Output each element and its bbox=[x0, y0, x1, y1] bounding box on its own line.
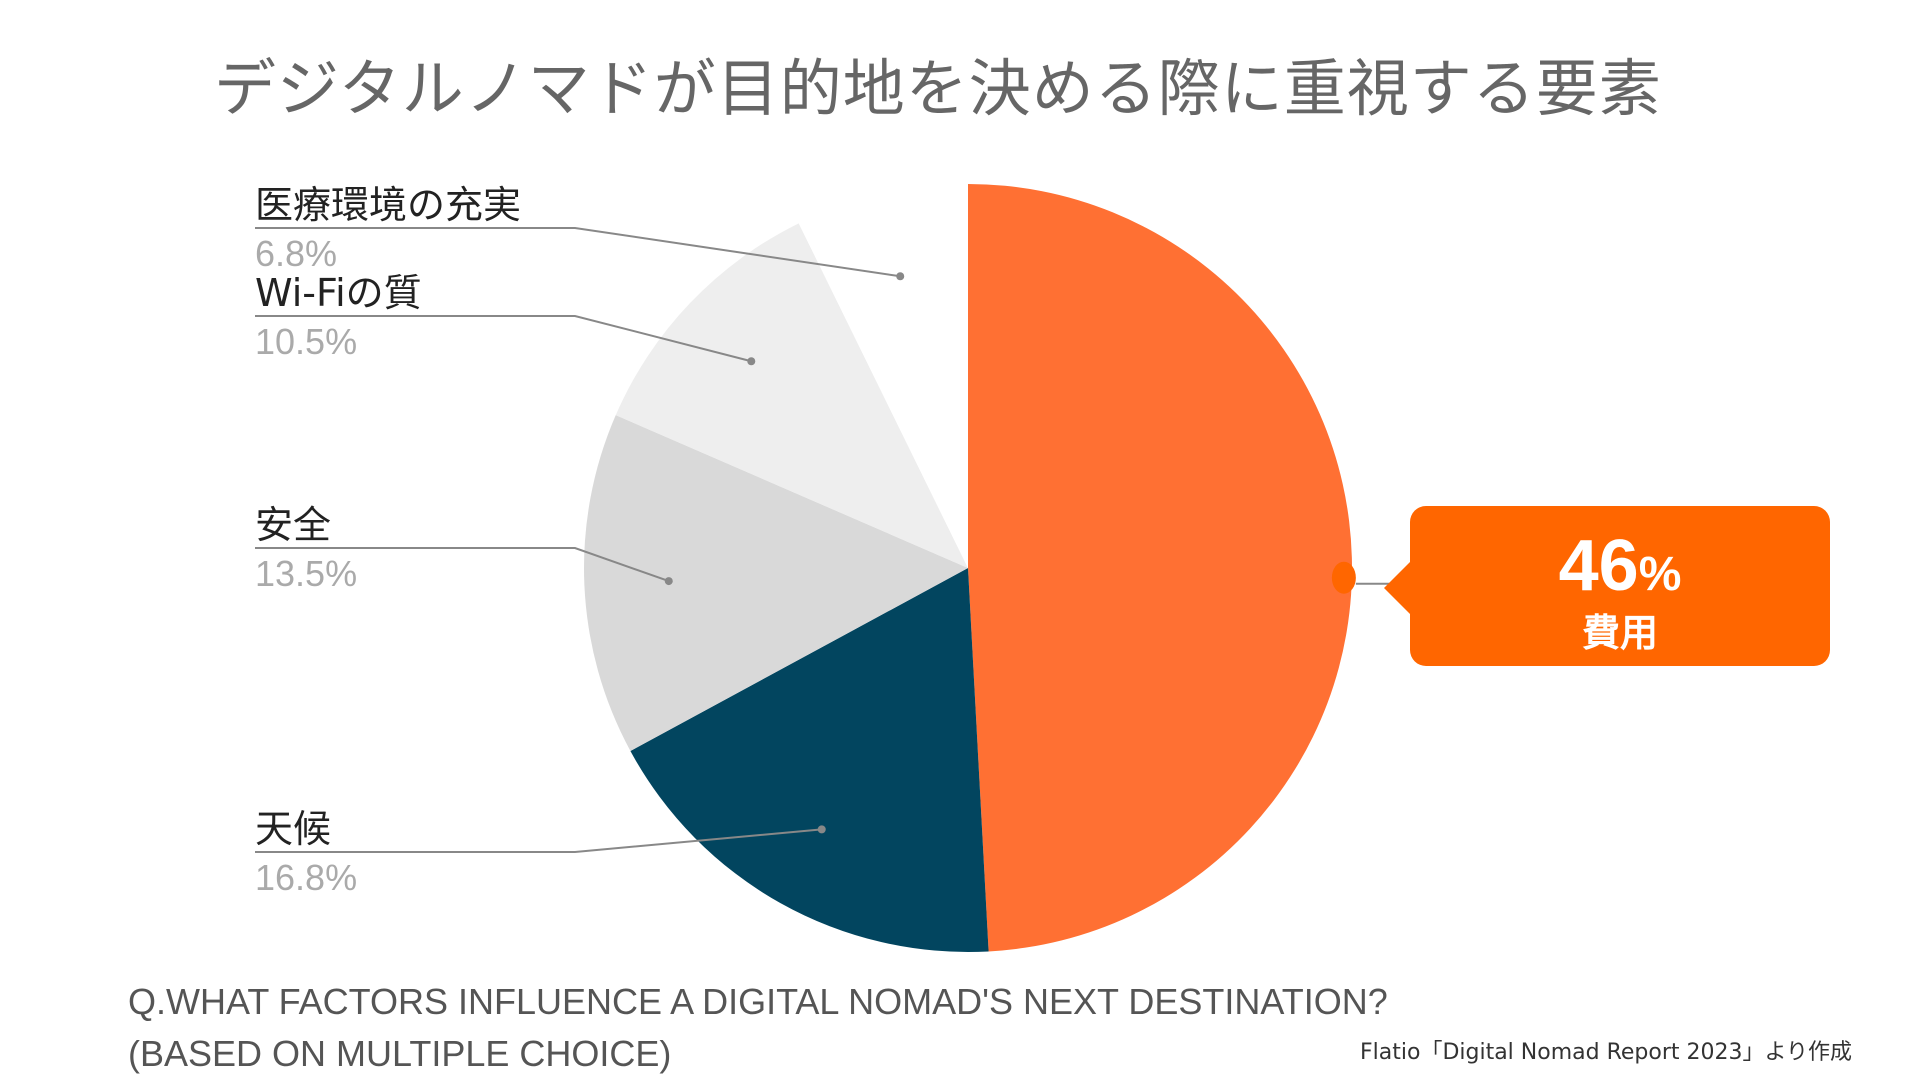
slice-value-2: 13.5% bbox=[255, 553, 357, 594]
pie-slice-3 bbox=[615, 223, 968, 568]
callout-value: 46% bbox=[1559, 526, 1682, 606]
leader-dot-3 bbox=[747, 357, 756, 366]
slice-value-4: 6.8% bbox=[255, 233, 337, 274]
leader-line-3 bbox=[255, 315, 752, 363]
slice-label-3: Wi-Fiの質 bbox=[255, 271, 422, 315]
leader-line-4 bbox=[255, 227, 901, 278]
question-line-2: (BASED ON MULTIPLE CHOICE) bbox=[128, 1033, 672, 1074]
chart-title: デジタルノマドが目的地を決める際に重視する要素 bbox=[214, 52, 1662, 125]
pie-slice-0 bbox=[968, 184, 1352, 952]
question-line-1: Q.WHAT FACTORS INFLUENCE A DIGITAL NOMAD… bbox=[128, 981, 1388, 1022]
slice-label-1: 天候 bbox=[255, 807, 331, 851]
pie-slice-1 bbox=[630, 568, 989, 952]
callout-pointer bbox=[1384, 560, 1412, 616]
survey-question: Q.WHAT FACTORS INFLUENCE A DIGITAL NOMAD… bbox=[128, 976, 1388, 1080]
slice-label-4: 医療環境の充実 bbox=[255, 183, 521, 227]
pie-slice-2 bbox=[584, 415, 968, 752]
callout-value-number: 46 bbox=[1559, 526, 1639, 606]
slice-label-2: 安全 bbox=[255, 503, 331, 547]
callout-value-unit: % bbox=[1639, 548, 1682, 601]
leader-line-2 bbox=[255, 547, 670, 583]
leader-dot-2 bbox=[664, 577, 673, 586]
slice-value-3: 10.5% bbox=[255, 321, 357, 362]
leader-line-1 bbox=[255, 828, 822, 853]
pie-slice-4 bbox=[798, 184, 968, 568]
callout-marker bbox=[1331, 561, 1356, 594]
callout-label: 費用 bbox=[1582, 611, 1658, 655]
leader-dot-1 bbox=[817, 825, 826, 834]
source-note: Flatio「Digital Nomad Report 2023」より作成 bbox=[1360, 1040, 1853, 1065]
leader-dot-4 bbox=[896, 272, 905, 281]
callout-box bbox=[1410, 506, 1830, 666]
slice-value-1: 16.8% bbox=[255, 857, 357, 898]
